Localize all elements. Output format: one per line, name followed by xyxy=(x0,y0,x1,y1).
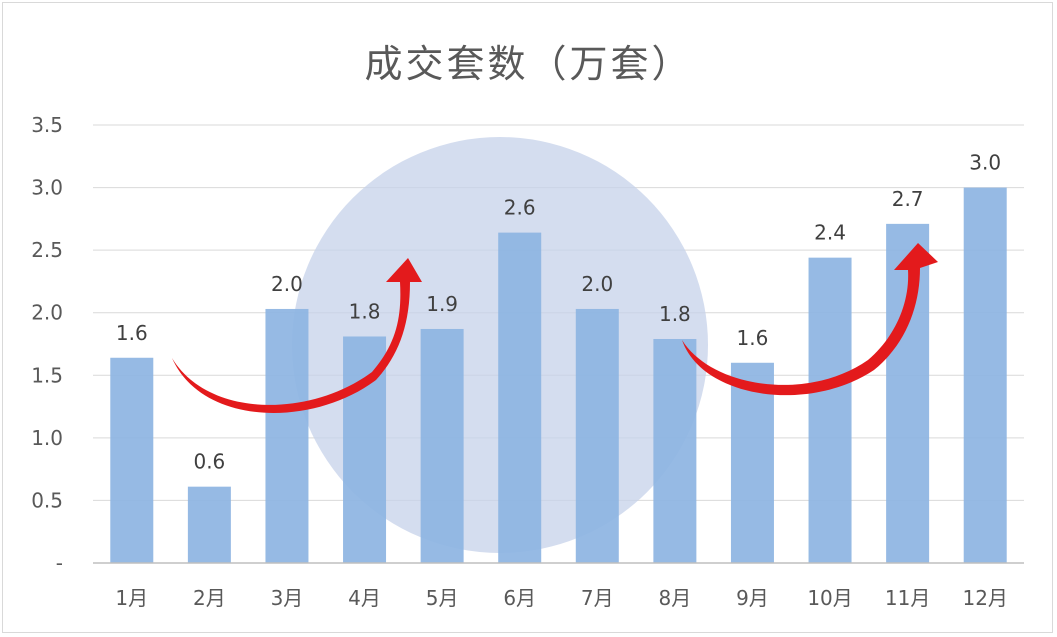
x-axis-ticks: 1月 2月 3月 4月 5月 6月 7月 8月 9月 10月 11月 12月 xyxy=(115,586,1008,610)
data-label: 2.0 xyxy=(581,272,613,296)
x-tick-label: 10月 xyxy=(807,586,852,610)
x-tick-label: 2月 xyxy=(193,586,226,610)
x-tick-label: 4月 xyxy=(348,586,381,610)
y-tick-label: 3.0 xyxy=(31,176,63,200)
y-axis-ticks: - 0.5 1.0 1.5 2.0 2.5 3.0 3.5 xyxy=(31,113,63,575)
data-label: 2.0 xyxy=(271,272,303,296)
chart-title: 成交套数（万套） xyxy=(364,42,693,86)
y-tick-label: 2.5 xyxy=(31,238,63,262)
x-tick-label: 11月 xyxy=(885,586,930,610)
trend-arrow-1 xyxy=(172,258,422,413)
data-label: 1.6 xyxy=(116,321,148,345)
data-label: 2.7 xyxy=(892,187,924,211)
data-label: 0.6 xyxy=(193,450,225,474)
x-tick-label: 6月 xyxy=(503,586,536,610)
y-tick-label: 3.5 xyxy=(31,113,63,137)
y-tick-label: 1.0 xyxy=(31,426,63,450)
data-label: 1.8 xyxy=(349,299,381,323)
x-tick-label: 8月 xyxy=(659,586,692,610)
y-tick-label: - xyxy=(56,551,63,575)
bar xyxy=(808,257,852,563)
bar xyxy=(730,362,774,563)
trend-arrows xyxy=(172,243,938,413)
y-tick-label: 1.5 xyxy=(31,363,63,387)
x-tick-label: 3月 xyxy=(271,586,304,610)
bars xyxy=(110,187,1007,564)
bar xyxy=(187,486,231,563)
data-labels: 1.6 0.6 2.0 1.8 1.9 2.6 2.0 1.8 1.6 2.4 2.7 3.0 xyxy=(116,151,1001,474)
x-tick-label: 7月 xyxy=(581,586,614,610)
data-label: 1.6 xyxy=(737,326,769,350)
bar xyxy=(498,232,542,563)
trend-arrow-2 xyxy=(682,243,938,396)
data-label: 2.4 xyxy=(814,221,846,245)
x-tick-label: 12月 xyxy=(962,586,1007,610)
data-label: 1.8 xyxy=(659,302,691,326)
y-tick-label: 2.0 xyxy=(31,301,63,325)
bar xyxy=(963,187,1007,564)
x-tick-label: 9月 xyxy=(736,586,769,610)
data-label: 2.6 xyxy=(504,196,536,220)
bar xyxy=(420,328,464,563)
data-label: 1.9 xyxy=(426,292,458,316)
x-tick-label: 5月 xyxy=(426,586,459,610)
bar xyxy=(110,357,154,563)
data-label: 3.0 xyxy=(969,151,1001,175)
bar xyxy=(575,308,619,563)
bar xyxy=(265,308,309,563)
bar xyxy=(653,338,697,563)
x-tick-label: 1月 xyxy=(115,586,148,610)
bar xyxy=(886,223,930,563)
y-tick-label: 0.5 xyxy=(31,488,63,512)
